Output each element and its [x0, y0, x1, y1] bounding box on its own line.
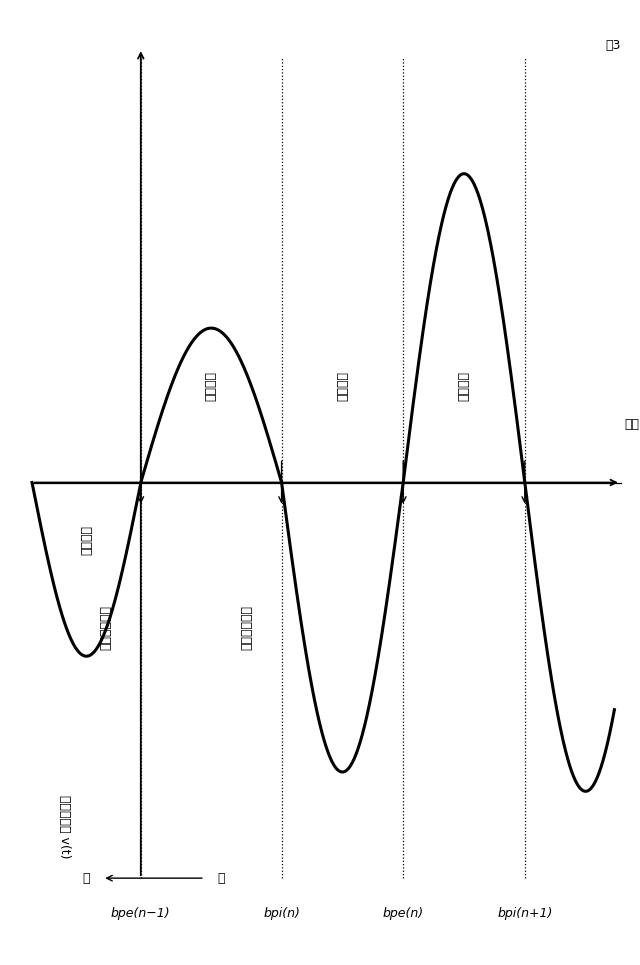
Text: 呼吸レベル v(t): 呼吸レベル v(t)	[58, 795, 70, 859]
Text: 吸気開始時刻: 吸気開始時刻	[240, 605, 253, 649]
Text: bpi(n+1): bpi(n+1)	[497, 907, 552, 920]
Text: 吸気状態: 吸気状態	[80, 525, 93, 556]
Text: 呼: 呼	[218, 871, 225, 885]
Text: 吸気状態: 吸気状態	[336, 371, 349, 401]
Text: bpe(n−1): bpe(n−1)	[111, 907, 171, 920]
Text: 呼気開始時刻: 呼気開始時刻	[99, 605, 112, 649]
Text: 吸: 吸	[82, 871, 90, 885]
Text: 呼気状態: 呼気状態	[458, 371, 470, 401]
Text: 図3: 図3	[605, 39, 621, 51]
Text: 呼気状態: 呼気状態	[205, 371, 218, 401]
Text: bpi(n): bpi(n)	[263, 907, 300, 920]
Text: 時刻: 時刻	[624, 418, 639, 431]
Text: bpe(n): bpe(n)	[383, 907, 424, 920]
